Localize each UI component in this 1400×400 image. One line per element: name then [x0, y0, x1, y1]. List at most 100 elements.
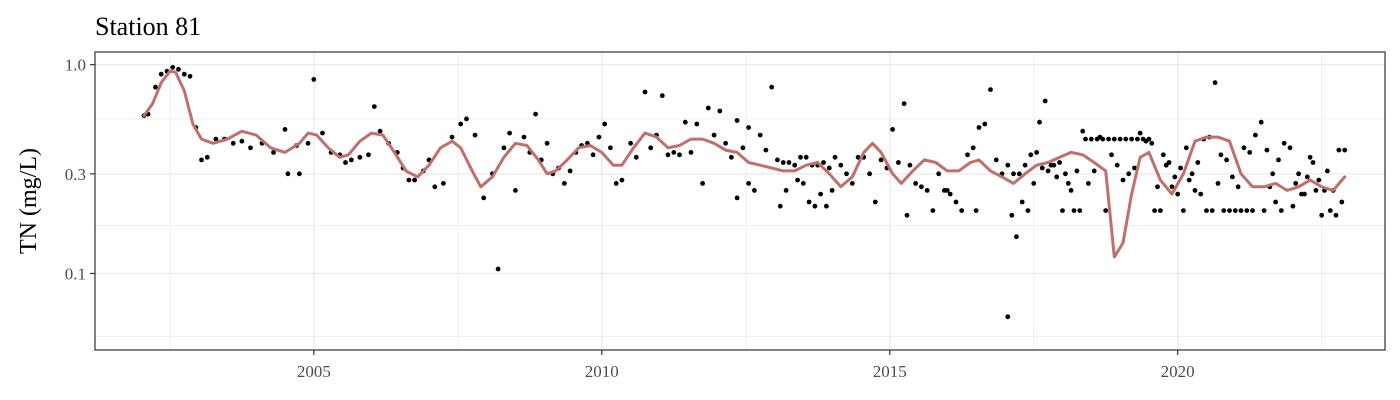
data-point — [1316, 177, 1322, 183]
data-point — [1088, 136, 1094, 142]
data-point — [1123, 136, 1129, 142]
data-point — [1160, 152, 1166, 158]
data-point — [230, 140, 236, 146]
data-point — [1065, 181, 1071, 186]
data-point — [1057, 160, 1062, 165]
data-point — [1077, 208, 1083, 214]
data-point — [513, 188, 518, 193]
data-point — [1155, 184, 1160, 190]
data-point — [769, 84, 775, 90]
data-point — [901, 101, 907, 107]
data-point — [1111, 136, 1117, 142]
data-point — [1253, 132, 1258, 138]
data-point — [1094, 136, 1100, 142]
data-point — [199, 157, 204, 163]
data-point — [602, 121, 608, 127]
data-point — [501, 145, 507, 151]
data-point — [1045, 168, 1051, 174]
data-point — [271, 150, 276, 155]
data-point — [311, 77, 317, 82]
data-point — [366, 152, 371, 158]
data-point — [959, 208, 965, 214]
data-point — [1232, 208, 1238, 214]
data-point — [1241, 145, 1247, 151]
data-point — [628, 140, 633, 146]
data-point — [1039, 165, 1045, 171]
data-point — [1327, 208, 1333, 214]
data-point — [1022, 162, 1028, 168]
data-point — [633, 154, 639, 160]
data-point — [930, 208, 936, 214]
data-point — [1296, 171, 1301, 177]
data-point — [1005, 314, 1011, 320]
data-point — [665, 152, 671, 158]
data-point — [775, 157, 780, 163]
data-point — [1152, 208, 1157, 214]
data-point — [248, 145, 253, 151]
data-point — [562, 181, 567, 186]
y-tick-label: 1.0 — [65, 56, 86, 75]
data-point — [1016, 171, 1022, 177]
y-tick-label: 0.3 — [65, 165, 86, 184]
data-point — [1244, 208, 1250, 214]
data-point — [1132, 165, 1137, 171]
data-point — [176, 66, 181, 72]
data-point — [1304, 174, 1310, 180]
data-point — [181, 71, 187, 77]
data-point — [1034, 150, 1039, 155]
data-point — [371, 104, 377, 109]
data-point — [305, 140, 311, 146]
data-point — [464, 116, 469, 122]
data-point — [806, 199, 812, 205]
data-point — [1221, 208, 1227, 214]
data-point — [472, 132, 478, 138]
data-point — [544, 140, 550, 146]
data-point — [780, 160, 786, 165]
data-point — [648, 145, 654, 151]
data-point — [682, 119, 688, 125]
data-point — [1238, 208, 1244, 214]
data-point — [204, 154, 210, 160]
data-point — [320, 130, 325, 136]
data-point — [812, 203, 818, 209]
data-point — [1270, 171, 1276, 177]
data-point — [1224, 157, 1229, 163]
data-point — [481, 195, 487, 201]
data-point — [1183, 145, 1189, 151]
data-point — [187, 73, 193, 79]
panel-border — [94, 51, 1386, 351]
data-point — [297, 171, 302, 177]
data-point — [170, 65, 176, 70]
data-point — [158, 71, 164, 77]
data-point — [1336, 147, 1342, 153]
data-point — [412, 177, 417, 183]
data-point — [1319, 212, 1325, 218]
data-point — [878, 157, 884, 163]
data-point — [1080, 128, 1086, 134]
data-point — [659, 93, 665, 99]
data-point — [1114, 162, 1120, 168]
data-point — [746, 181, 751, 186]
data-point — [826, 165, 832, 171]
data-point — [1235, 184, 1241, 190]
data-point — [153, 84, 158, 90]
x-tick-label: 2015 — [873, 362, 907, 381]
data-point — [1339, 199, 1345, 205]
data-point — [1014, 234, 1019, 240]
data-point — [432, 184, 438, 190]
data-point — [1137, 130, 1143, 136]
data-point — [1189, 171, 1195, 177]
data-point — [800, 181, 806, 186]
data-point — [282, 126, 288, 132]
data-point — [533, 111, 538, 117]
data-point — [671, 150, 677, 155]
data-point — [786, 160, 792, 165]
data-point — [521, 134, 527, 140]
data-point — [567, 168, 573, 174]
data-point — [1175, 191, 1181, 197]
data-point — [783, 188, 789, 193]
data-point — [1307, 154, 1313, 160]
data-point — [734, 118, 740, 123]
data-point — [449, 134, 455, 140]
